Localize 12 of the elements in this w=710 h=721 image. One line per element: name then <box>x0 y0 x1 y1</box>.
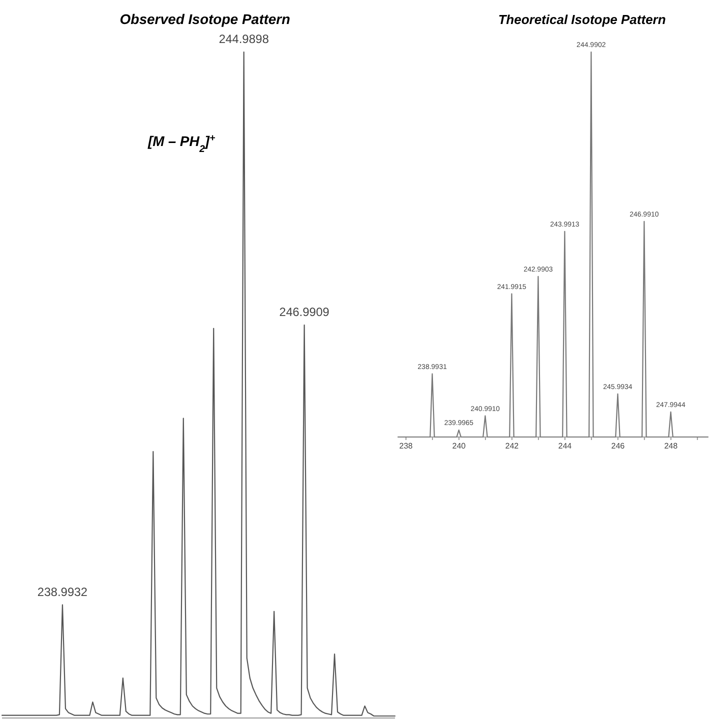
x-tick-label: 240 <box>452 442 466 451</box>
x-tick-label: 246 <box>611 442 626 451</box>
chart-title: Observed Isotope Pattern <box>120 11 290 27</box>
x-tick-label: 242 <box>505 442 520 451</box>
annotation: 244.9898 <box>218 32 270 46</box>
x-tick-label: 244 <box>558 442 572 451</box>
x-tick-label: 238 <box>399 442 414 451</box>
annotation: 238.9932 <box>37 584 88 599</box>
chart-title: Theoretical Isotope Pattern <box>498 12 666 27</box>
x-tick-label: 248 <box>664 442 678 451</box>
annotation: [M – PH$_{2}$]$^{+}$ <box>147 132 216 154</box>
annotation: 246.9909 <box>279 305 330 320</box>
